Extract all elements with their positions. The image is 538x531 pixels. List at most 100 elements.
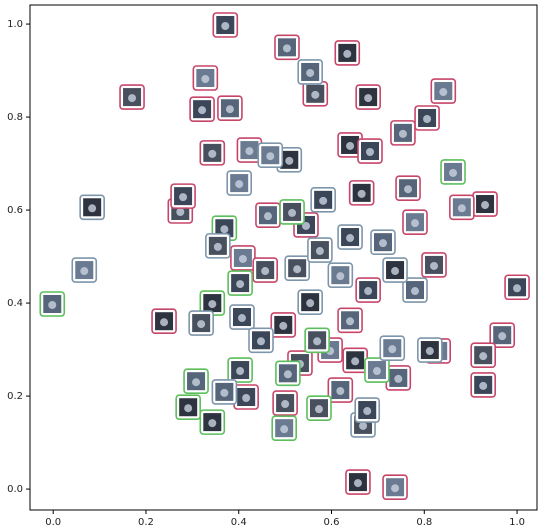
thumbnail-subject — [457, 204, 466, 213]
thumbnail-subject — [88, 204, 97, 213]
thumbnail-subject — [245, 147, 254, 156]
image-point — [402, 277, 428, 303]
x-tick-label: 1.0 — [509, 517, 525, 528]
image-point — [71, 257, 98, 283]
plot-frame — [29, 4, 538, 511]
thumbnail-subject — [351, 357, 360, 366]
thumbnail-subject — [481, 201, 490, 210]
image-point — [229, 304, 255, 330]
thumbnail-subject — [394, 374, 403, 383]
image-point — [310, 187, 336, 213]
image-point — [355, 277, 381, 303]
thumbnail-subject — [179, 193, 188, 202]
image-point — [449, 194, 475, 221]
thumbnail-subject — [315, 247, 324, 256]
image-point — [385, 365, 412, 391]
image-point — [472, 191, 498, 217]
thumbnail-subject — [301, 221, 310, 230]
image-point — [304, 327, 330, 354]
image-point — [334, 40, 361, 66]
image-point — [211, 379, 238, 405]
thumbnail-subject — [378, 239, 387, 248]
thumbnail-subject — [346, 317, 355, 326]
thumbnail-subject — [363, 407, 372, 416]
thumbnail-subject — [357, 189, 366, 198]
image-point — [504, 274, 530, 301]
thumbnail-subject — [288, 208, 297, 217]
image-point — [39, 291, 66, 317]
thumbnail-subject — [263, 212, 272, 221]
thumbnail-subject — [411, 219, 420, 228]
image-point — [205, 233, 231, 259]
image-point — [199, 140, 226, 166]
thumbnail-subject — [201, 75, 210, 84]
y-tick-label: 1.0 — [7, 19, 23, 30]
image-point — [421, 252, 447, 278]
image-point — [307, 237, 333, 263]
image-point — [306, 395, 332, 421]
thumbnail-subject — [311, 90, 320, 99]
image-point — [414, 105, 440, 131]
y-tick-label: 0.8 — [7, 112, 23, 123]
image-point — [348, 180, 375, 206]
thumbnail-subject — [372, 367, 381, 376]
thumbnail-subject — [220, 388, 229, 397]
thumbnail-subject — [242, 394, 251, 403]
thumbnail-subject — [197, 320, 206, 329]
image-point — [175, 394, 201, 421]
image-point — [379, 335, 406, 361]
image-point — [382, 474, 408, 501]
image-point — [257, 142, 284, 168]
thumbnail-subject — [160, 318, 169, 327]
thumbnail-subject — [423, 114, 432, 123]
image-point — [248, 327, 274, 354]
thumbnail-subject — [261, 267, 270, 276]
thumbnail-subject — [346, 141, 355, 150]
image-point — [297, 289, 323, 315]
image-point — [342, 347, 368, 374]
x-tick-label: 0.8 — [416, 517, 432, 528]
thumbnail-subject — [479, 381, 488, 390]
thumbnail-subject — [364, 94, 373, 103]
image-point — [355, 84, 381, 110]
image-point — [212, 12, 239, 38]
image-point — [284, 255, 310, 281]
thumbnail-subject — [411, 287, 420, 296]
thumbnail-subject — [391, 267, 400, 276]
thumbnail-subject — [314, 405, 323, 414]
image-point — [170, 183, 196, 209]
thumbnail-subject — [238, 254, 247, 263]
image-point — [233, 384, 259, 410]
thumbnail-subject — [285, 156, 294, 165]
thumbnail-subject — [498, 332, 507, 341]
thumbnail-subject — [306, 299, 315, 308]
thumbnail-subject — [359, 421, 368, 430]
image-point — [327, 377, 354, 403]
x-tick-label: 0.0 — [45, 517, 61, 528]
image-point — [357, 138, 383, 164]
thumbnail-subject — [364, 287, 373, 296]
thumbnail-subject — [479, 352, 488, 361]
image-point — [252, 257, 278, 283]
thumbnail-subject — [353, 479, 362, 488]
thumbnail-subject — [391, 484, 400, 493]
thumbnail-subject — [281, 400, 290, 409]
image-point — [402, 209, 428, 235]
image-point — [79, 194, 105, 221]
thumbnail-subject — [266, 152, 275, 161]
y-tick-label: 0.0 — [7, 484, 23, 495]
thumbnail-subject — [128, 94, 137, 103]
image-point — [275, 360, 301, 387]
thumbnail-subject — [48, 301, 57, 310]
image-point — [226, 170, 253, 196]
thumbnail-subject — [192, 378, 201, 387]
image-point — [255, 202, 281, 228]
image-point — [227, 270, 253, 296]
image-point — [271, 415, 297, 441]
image-point — [274, 34, 300, 61]
thumbnail-subject — [404, 185, 413, 194]
thumbnail-subject — [235, 180, 244, 189]
thumbnail-subject — [220, 225, 229, 234]
y-tick-label: 0.6 — [7, 205, 23, 216]
